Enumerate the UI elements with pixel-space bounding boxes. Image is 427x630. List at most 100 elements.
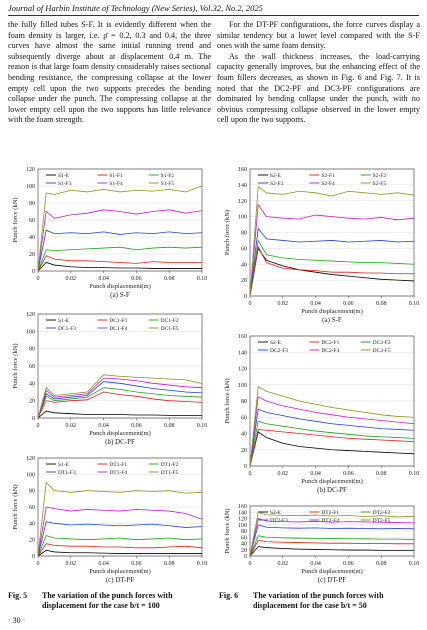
x-tick-label: 0.06: [343, 301, 354, 307]
legend-label: S1-F3: [58, 181, 72, 187]
series-line: [37, 229, 203, 272]
y-tick-label: 120: [26, 456, 35, 462]
y-axis-label: Punch force (kN): [12, 197, 19, 242]
series-line: [37, 381, 203, 419]
y-tick-label: 60: [241, 535, 247, 541]
x-axis-label: Punch displacement(m): [89, 283, 151, 290]
chart-subtitle: (b) DC-PF: [317, 486, 347, 494]
chart: 0 20 40 60 80 100 120 0 0.02 0.04 0.06 0.08 0.10 S1-E…: [12, 456, 208, 584]
x-tick-label: 0: [37, 561, 40, 567]
series-line: [37, 185, 203, 272]
series-line: [37, 481, 203, 557]
y-tick-label: 80: [29, 489, 35, 495]
series-line: [37, 506, 203, 557]
legend-label: S1-F1: [109, 173, 123, 179]
chart-subtitle: (a) S-F: [110, 291, 130, 299]
series-line: [249, 408, 415, 467]
legend-label: S1-F2: [161, 173, 175, 179]
x-tick-label: 0.08: [376, 561, 387, 567]
legend-label: DC1-F5: [161, 326, 179, 332]
y-axis-label: Punch force (kN): [224, 378, 231, 423]
series-line: [249, 524, 415, 557]
x-tick-label: 0.02: [66, 423, 77, 429]
legend-label: DT2-F1: [321, 510, 339, 516]
legend-label: DC2-F5: [373, 348, 391, 354]
y-axis-label: Punch force (kN): [224, 210, 231, 255]
series-line: [37, 549, 202, 557]
paragraph: For the DT-PF configurations, the force …: [217, 20, 420, 51]
y-axis-label: Punch force (kN): [12, 343, 19, 388]
y-tick-label: 120: [238, 199, 247, 205]
x-tick-label: 0.04: [98, 276, 109, 282]
x-tick-label: 0.02: [278, 471, 289, 477]
y-tick-label: 140: [238, 183, 247, 189]
x-tick-label: 0.04: [98, 561, 109, 567]
y-tick-label: 120: [238, 367, 247, 373]
y-tick-label: 100: [26, 184, 35, 190]
running-header: Journal of Harbin Institute of Technolog…: [8, 3, 419, 16]
x-tick-label: 0.08: [164, 423, 175, 429]
series-line: [37, 255, 202, 272]
y-tick-label: 40: [29, 381, 35, 387]
series-line: [249, 539, 414, 557]
series-line: [249, 420, 415, 467]
chart: 0 20 40 60 80 100 120 0 0.02 0.04 0.06 0.08 0.10 S1-E…: [12, 167, 207, 299]
y-tick-label: 20: [29, 399, 35, 405]
series-line: [249, 385, 415, 467]
legend-label: DC1-F4: [109, 326, 127, 332]
series-line: [37, 521, 203, 557]
legend-label: DC1-F2: [161, 318, 179, 324]
series-line: [37, 387, 203, 419]
y-tick-label: 20: [241, 278, 247, 284]
x-tick-label: 0.06: [131, 561, 142, 567]
legend-label: S2-F2: [373, 173, 387, 179]
x-tick-label: 0.10: [197, 561, 208, 567]
x-axis-label: Punch displacement(m): [89, 568, 151, 575]
legend-label: DT1-F2: [161, 462, 179, 468]
page-number: · 30 ·: [8, 616, 26, 625]
y-axis-label: Punch force (kN): [12, 484, 19, 529]
legend-label: DC1-F3: [58, 326, 76, 332]
x-tick-label: 0: [249, 301, 252, 307]
x-axis-label: Punch displacement(m): [89, 430, 151, 437]
y-tick-label: 60: [29, 218, 35, 224]
y-tick-label: 40: [241, 262, 247, 268]
x-axis-label: Punch displacement(m): [301, 308, 363, 315]
paragraph: the fully filled tubes S-F. It is eviden…: [8, 20, 211, 125]
series-line: [37, 543, 203, 557]
series-line: [249, 535, 415, 557]
legend-label: DC2-F3: [270, 348, 288, 354]
y-tick-label: 80: [29, 201, 35, 207]
y-tick-label: 20: [241, 448, 247, 454]
series-line: [249, 239, 415, 297]
series-line: [249, 247, 415, 297]
y-tick-label: 40: [241, 432, 247, 438]
x-tick-label: 0.10: [409, 471, 420, 477]
x-tick-label: 0.08: [376, 471, 387, 477]
x-tick-label: 0.02: [66, 561, 77, 567]
series-line: [37, 246, 203, 272]
x-tick-label: 0.04: [310, 561, 321, 567]
plot-frame: [249, 168, 415, 297]
y-tick-label: 0: [244, 464, 247, 470]
x-tick-label: 0: [37, 276, 40, 282]
x-tick-label: 0.06: [343, 471, 354, 477]
legend-label: S2-F3: [270, 181, 284, 187]
legend-label: DC2-F2: [373, 340, 391, 346]
x-tick-label: 0.08: [164, 276, 175, 282]
x-tick-label: 0.04: [310, 301, 321, 307]
left-column: the fully filled tubes S-F. It is eviden…: [8, 20, 211, 126]
x-tick-label: 0.10: [197, 423, 208, 429]
series-line: [249, 429, 415, 467]
y-tick-label: 60: [29, 364, 35, 370]
legend-label: S1-E: [58, 318, 70, 324]
y-tick-label: 160: [238, 334, 247, 340]
legend-label: S1-E: [58, 173, 70, 179]
legend-label: S1-F4: [109, 181, 123, 187]
chart: 0 20 40 60 80 100 120 0 0.02 0.04 0.06 0.08 0.10 S1-E…: [12, 312, 208, 446]
series-line: [37, 209, 203, 272]
y-tick-label: 20: [29, 252, 35, 258]
y-tick-label: 0: [32, 554, 35, 560]
x-tick-label: 0: [249, 471, 252, 477]
